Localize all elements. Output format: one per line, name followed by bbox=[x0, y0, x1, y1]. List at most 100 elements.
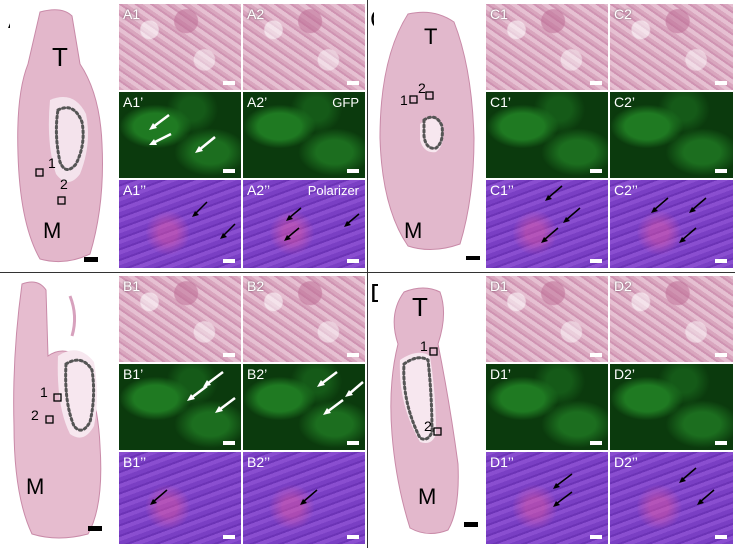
arrow-icon bbox=[150, 489, 168, 505]
tile-label: C1 bbox=[490, 6, 508, 22]
micrograph-he: B2 bbox=[243, 276, 365, 362]
micrograph-polarizer: B1’’ bbox=[119, 452, 241, 544]
micrograph-he: C1 bbox=[486, 4, 608, 90]
arrow-icon bbox=[317, 371, 364, 415]
scale-bar bbox=[590, 441, 602, 445]
tile-label: B2 bbox=[247, 278, 265, 294]
micrograph-he: D1 bbox=[486, 276, 608, 362]
micrograph-gfp: B1’ bbox=[119, 364, 241, 450]
region-number-1: 1 bbox=[400, 92, 408, 108]
scale-bar bbox=[223, 353, 235, 357]
panel-b: B M 1 2 B1 B2 B1’ B2’ B bbox=[0, 274, 367, 548]
overview-section-a bbox=[10, 4, 115, 270]
scale-bar bbox=[347, 353, 359, 357]
tile-label: A2’ bbox=[247, 94, 268, 110]
tile-label: D2’ bbox=[614, 366, 636, 382]
scale-bar bbox=[223, 169, 235, 173]
muscle-label: M bbox=[404, 218, 423, 243]
panel-d: D T M 1 2 D1 D2 D1’ D2’ D1’’ D2’’ bbox=[368, 274, 735, 548]
horizontal-divider bbox=[0, 272, 735, 273]
tile-label: A2 bbox=[247, 6, 265, 22]
micrograph-polarizer: A2’’ Polarizer bbox=[243, 180, 365, 268]
panel-c: C T M 1 2 C1 C2 C1’ C2’ C1’’ C2’’ bbox=[368, 0, 735, 272]
micrograph-gfp: C1’ bbox=[486, 92, 608, 178]
region-number-1: 1 bbox=[40, 384, 48, 400]
tile-label: D1’’ bbox=[490, 454, 514, 470]
scale-bar bbox=[223, 441, 235, 445]
tile-label: C2 bbox=[614, 6, 632, 22]
scale-bar bbox=[590, 353, 602, 357]
scale-bar bbox=[347, 81, 359, 85]
micrograph-polarizer: D1’’ bbox=[486, 452, 608, 544]
region-number-2: 2 bbox=[31, 407, 39, 423]
region-number-2: 2 bbox=[418, 80, 426, 96]
micrograph-polarizer: B2’’ bbox=[243, 452, 365, 544]
scale-bar bbox=[223, 259, 235, 263]
scale-bar bbox=[223, 81, 235, 85]
micrograph-polarizer: C2’’ bbox=[610, 180, 733, 268]
tile-label: D2’’ bbox=[614, 454, 638, 470]
scale-bar bbox=[715, 441, 727, 445]
overview-section-c bbox=[374, 8, 482, 260]
micrograph-he: A1 bbox=[119, 4, 241, 90]
scale-bar bbox=[590, 81, 602, 85]
scale-bar bbox=[715, 535, 727, 539]
micrograph-gfp: D2’ bbox=[610, 364, 733, 450]
micrograph-polarizer: C1’’ bbox=[486, 180, 608, 268]
micrograph-gfp: A1’ bbox=[119, 92, 241, 178]
tile-label: B2’’ bbox=[247, 454, 271, 470]
muscle-label: M bbox=[26, 474, 45, 499]
channel-tag: Polarizer bbox=[307, 183, 359, 198]
tile-label: C2’ bbox=[614, 94, 636, 110]
scale-bar bbox=[590, 259, 602, 263]
scale-bar bbox=[347, 441, 359, 445]
scale-bar bbox=[347, 169, 359, 173]
tile-label: C1’ bbox=[490, 94, 512, 110]
scale-bar bbox=[715, 259, 727, 263]
region-number-2: 2 bbox=[60, 176, 68, 192]
micrograph-he: B1 bbox=[119, 276, 241, 362]
micrograph-polarizer: A1’’ bbox=[119, 180, 241, 268]
scale-bar bbox=[590, 169, 602, 173]
tendon-label: T bbox=[412, 292, 428, 322]
arrow-icon bbox=[541, 185, 581, 243]
scale-bar bbox=[590, 535, 602, 539]
tile-label: C2’’ bbox=[614, 182, 638, 198]
micrograph-he: C2 bbox=[610, 4, 733, 90]
tile-label: C1’’ bbox=[490, 182, 514, 198]
tendon-label: T bbox=[424, 24, 438, 49]
region-number-2: 2 bbox=[424, 418, 432, 434]
scale-bar bbox=[715, 81, 727, 85]
arrow-icon bbox=[192, 201, 236, 239]
panel-a: A T M 1 2 A1 A2 A1’ A2’ GFP A1’’ bbox=[0, 0, 367, 272]
micrograph-gfp: C2’ bbox=[610, 92, 733, 178]
tile-label: D1’ bbox=[490, 366, 512, 382]
tile-label: B2’ bbox=[247, 366, 268, 382]
scale-bar bbox=[347, 535, 359, 539]
channel-tag: GFP bbox=[332, 95, 359, 110]
overview-section-d bbox=[378, 284, 482, 546]
scale-bar bbox=[223, 535, 235, 539]
tile-label: B1’’ bbox=[123, 454, 147, 470]
micrograph-he: A2 bbox=[243, 4, 365, 90]
tile-label: A1 bbox=[123, 6, 141, 22]
vertical-divider bbox=[367, 0, 368, 548]
scale-bar bbox=[347, 259, 359, 263]
muscle-label: M bbox=[418, 484, 437, 509]
arrow-icon bbox=[284, 207, 360, 241]
tile-label: A1’’ bbox=[123, 182, 147, 198]
arrow-icon bbox=[149, 114, 216, 153]
tile-label: A2’’ bbox=[247, 182, 271, 198]
micrograph-he: D2 bbox=[610, 276, 733, 362]
arrow-icon bbox=[553, 473, 573, 507]
tile-label: A1’ bbox=[123, 94, 144, 110]
tile-label: D1 bbox=[490, 278, 508, 294]
arrow-icon bbox=[187, 371, 236, 413]
micrograph-gfp: A2’ GFP bbox=[243, 92, 365, 178]
tile-label: B1 bbox=[123, 278, 141, 294]
tile-label: D2 bbox=[614, 278, 632, 294]
scale-bar bbox=[715, 353, 727, 357]
arrow-icon bbox=[651, 197, 707, 243]
region-number-1: 1 bbox=[48, 155, 56, 171]
micrograph-polarizer: D2’’ bbox=[610, 452, 733, 544]
